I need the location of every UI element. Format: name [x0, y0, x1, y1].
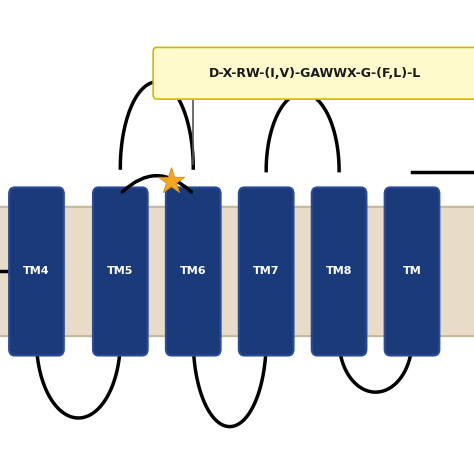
Text: TM: TM: [402, 266, 421, 276]
FancyBboxPatch shape: [312, 187, 366, 356]
FancyBboxPatch shape: [0, 207, 474, 336]
FancyBboxPatch shape: [9, 187, 64, 356]
FancyBboxPatch shape: [239, 187, 293, 356]
Text: TM8: TM8: [326, 266, 352, 276]
Text: TM5: TM5: [107, 266, 134, 276]
Point: [168, 177, 175, 185]
FancyBboxPatch shape: [385, 187, 439, 356]
Text: TM4: TM4: [23, 266, 50, 276]
FancyBboxPatch shape: [153, 47, 474, 99]
Text: TM7: TM7: [253, 266, 279, 276]
Text: D-X-RW-(I,V)-GAWWX-G-(F,L)-L: D-X-RW-(I,V)-GAWWX-G-(F,L)-L: [209, 67, 421, 80]
Text: TM6: TM6: [180, 266, 207, 276]
FancyBboxPatch shape: [93, 187, 148, 356]
FancyBboxPatch shape: [166, 187, 220, 356]
